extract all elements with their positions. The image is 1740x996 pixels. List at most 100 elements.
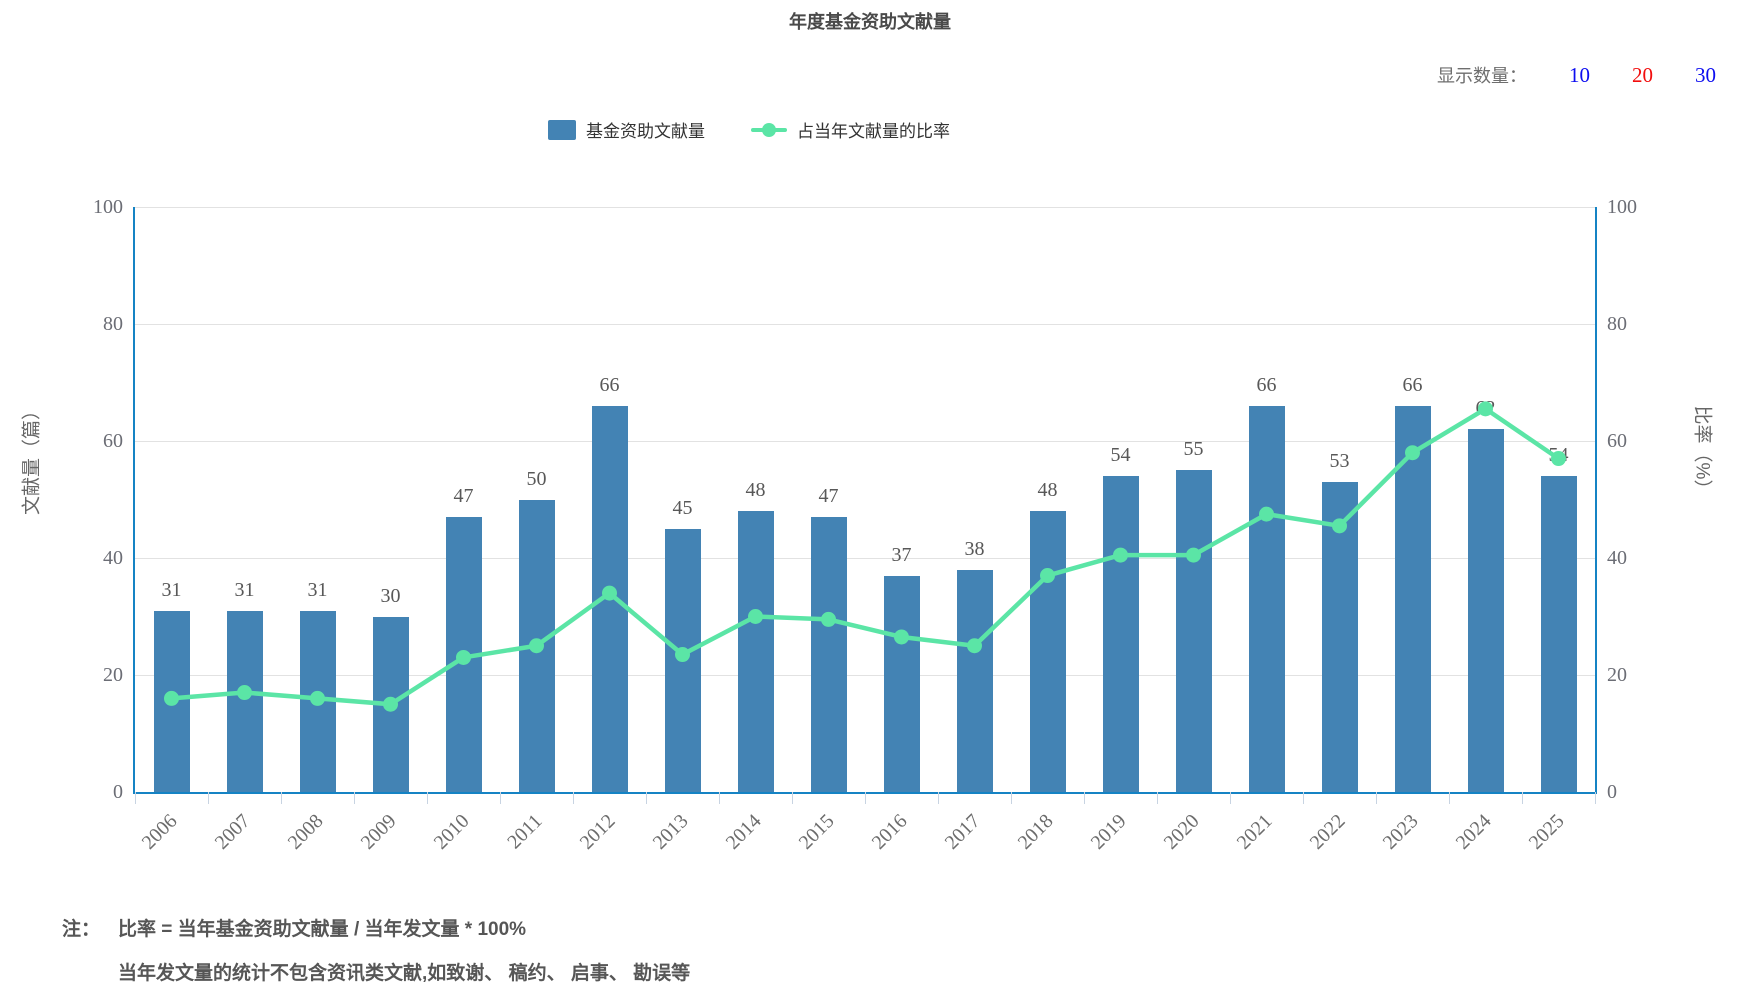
x-axis-tick — [426, 792, 428, 804]
x-axis-tick — [1302, 792, 1304, 804]
display-count-option-30[interactable]: 30 — [1695, 63, 1716, 87]
bar-value-label: 55 — [1183, 438, 1204, 461]
y-tick-label-right: 100 — [1607, 196, 1637, 218]
ratio-dot[interactable] — [821, 611, 836, 627]
y-tick-label-left: 0 — [113, 781, 123, 803]
ratio-dot[interactable] — [602, 585, 617, 601]
y-tick-label-left: 100 — [93, 196, 123, 218]
bar-value-label: 48 — [1037, 479, 1058, 502]
ratio-dot[interactable] — [1405, 445, 1420, 461]
gridline — [135, 441, 1595, 442]
x-axis-tick — [791, 792, 793, 804]
bar-value-label: 38 — [964, 537, 985, 560]
gridline — [135, 324, 1595, 325]
x-axis-tick — [207, 792, 209, 804]
x-axis-tick — [1594, 792, 1596, 804]
ratio-dot[interactable] — [1040, 568, 1055, 584]
bar-value-label: 47 — [453, 485, 474, 508]
ratio-dot[interactable] — [1186, 547, 1201, 563]
ratio-line-overlay — [164, 401, 1566, 712]
ratio-dot[interactable] — [237, 685, 252, 701]
footnote: 注： 比率 = 当年基金资助文献量 / 当年发文量 * 100% 当年发文量的统… — [62, 908, 690, 996]
bar-value-label: 31 — [307, 578, 328, 601]
footnote-prefix: 注： — [62, 919, 101, 940]
x-axis-tick — [280, 792, 282, 804]
ratio-dot[interactable] — [748, 609, 763, 624]
bar-value-label: 66 — [599, 373, 620, 396]
ratio-dot[interactable] — [529, 638, 544, 654]
y-tick-label-right: 0 — [1607, 781, 1617, 803]
y-tick-label-right: 80 — [1607, 313, 1627, 335]
chart-legend: 基金资助文献量 占当年文献量的比率 — [548, 117, 950, 142]
ratio-dot[interactable] — [1113, 547, 1128, 563]
bar-value-label: 31 — [161, 578, 182, 601]
bar[interactable] — [1102, 476, 1139, 792]
ratio-dot[interactable] — [164, 690, 179, 706]
ratio-dot[interactable] — [1332, 518, 1347, 534]
y-tick-label-right: 40 — [1607, 547, 1627, 569]
ratio-dot[interactable] — [383, 696, 398, 712]
footnote-line-1: 比率 = 当年基金资助文献量 / 当年发文量 * 100% — [118, 919, 527, 940]
display-count-selector: 显示数量： 10 20 30 — [1437, 62, 1716, 88]
bar-series-swatch-icon — [548, 119, 576, 140]
legend-label-line-series: 占当年文献量的比率 — [797, 122, 950, 141]
x-axis-tick — [1156, 792, 1158, 804]
bar-value-label: 50 — [526, 467, 547, 490]
bar[interactable] — [226, 610, 263, 792]
bar[interactable] — [737, 511, 774, 792]
y-tick-label-left: 60 — [103, 430, 123, 452]
bar[interactable] — [1540, 476, 1577, 792]
display-count-option-20[interactable]: 20 — [1632, 63, 1653, 87]
bar-value-label: 66 — [1402, 373, 1423, 396]
ratio-dot[interactable] — [1551, 451, 1566, 467]
bar[interactable] — [1175, 470, 1212, 792]
line-series-marker-icon — [751, 122, 787, 138]
bar-value-label: 54 — [1110, 444, 1131, 467]
ratio-dot[interactable] — [675, 647, 690, 663]
display-count-option-10[interactable]: 10 — [1569, 63, 1590, 87]
bar[interactable] — [956, 569, 993, 792]
bar[interactable] — [1248, 405, 1285, 792]
x-axis-tick — [864, 792, 866, 804]
bar-value-label: 30 — [380, 584, 401, 607]
x-axis-tick — [572, 792, 574, 804]
y-axis-title-right: 比率（%） — [1691, 405, 1713, 499]
y-tick-label-right: 20 — [1607, 664, 1627, 686]
bar-value-label: 47 — [818, 485, 839, 508]
x-axis-tick — [645, 792, 647, 804]
ratio-dot[interactable] — [310, 690, 325, 706]
legend-label-bar-series: 基金资助文献量 — [586, 122, 705, 141]
display-count-label: 显示数量： — [1437, 66, 1527, 86]
x-axis-tick — [1010, 792, 1012, 804]
x-axis-tick — [1375, 792, 1377, 804]
bar[interactable] — [1467, 429, 1504, 792]
bar[interactable] — [1029, 511, 1066, 792]
bar-value-label: 37 — [891, 543, 912, 566]
ratio-dot[interactable] — [1478, 401, 1493, 417]
bar-value-label: 45 — [672, 496, 693, 519]
legend-item-line-series[interactable]: 占当年文献量的比率 — [751, 117, 950, 142]
x-axis-tick — [1229, 792, 1231, 804]
bar-value-label: 48 — [745, 479, 766, 502]
bar-value-label: 66 — [1256, 373, 1277, 396]
gridline — [135, 207, 1595, 208]
x-axis-tick — [499, 792, 501, 804]
ratio-dot[interactable] — [456, 649, 471, 665]
ratio-dot[interactable] — [967, 638, 982, 654]
y-tick-label-left: 40 — [103, 547, 123, 569]
ratio-dot[interactable] — [894, 629, 909, 645]
y-tick-label-right: 60 — [1607, 430, 1627, 452]
ratio-dot[interactable] — [1259, 506, 1274, 522]
bar-value-label: 31 — [234, 578, 255, 601]
bar[interactable] — [810, 517, 847, 792]
bar-value-label: 53 — [1329, 449, 1350, 472]
bar[interactable] — [883, 575, 920, 792]
gridline — [135, 675, 1595, 676]
y-tick-label-left: 20 — [103, 664, 123, 686]
bar[interactable] — [1394, 405, 1431, 792]
plot-area: 3131313047506645484737384854556653666254… — [133, 207, 1597, 854]
x-axis-tick — [353, 792, 355, 804]
footnote-line-2: 当年发文量的统计不包含资讯类文献,如致谢、 稿约、 启事、 勘误等 — [118, 963, 691, 984]
legend-item-bar-series[interactable]: 基金资助文献量 — [548, 117, 705, 142]
